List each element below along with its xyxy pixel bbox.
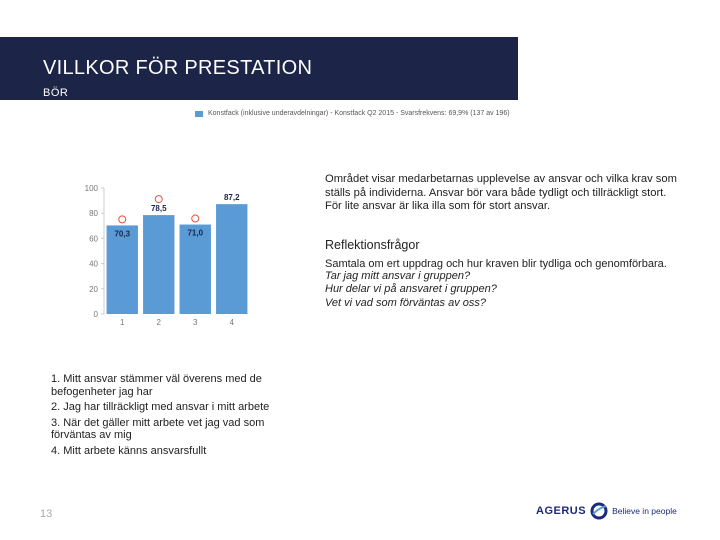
y-tick-label: 20	[89, 285, 98, 294]
data-label: 87,2	[224, 193, 240, 202]
area-description: Området visar medarbetarnas upplevelse a…	[325, 173, 677, 212]
reflection-title: Reflektionsfrågor	[325, 238, 420, 252]
page-title: VILLKOR FÖR PRESTATION	[43, 57, 313, 79]
y-tick-label: 0	[94, 310, 99, 319]
y-tick-label: 60	[89, 234, 98, 243]
agerus-logo: AGERUS Believe in people	[536, 502, 677, 520]
statement-item: 3. När det gäller mitt arbete vet jag va…	[51, 416, 265, 442]
bar	[106, 225, 138, 314]
statement-item: 4. Mitt arbete känns ansvarsfullt	[51, 444, 207, 457]
x-tick-label: 3	[193, 318, 198, 327]
statement-item: 1. Mitt ansvar stämmer väl överens med d…	[51, 373, 262, 398]
reflection-intro: Samtala om ert uppdrag och hur kraven bl…	[325, 258, 667, 270]
legend-label: Konstfack (inklusive underavdelningar) -…	[208, 110, 510, 117]
reflection-question: Hur delar vi på ansvaret i gruppen?	[325, 283, 497, 296]
marker-circle	[118, 215, 127, 224]
x-tick-label: 1	[120, 318, 125, 327]
data-label: 71,0	[187, 229, 203, 238]
marker-circle	[154, 195, 163, 204]
reflection-question: Tar jag mitt ansvar i gruppen?	[325, 270, 471, 283]
reflection-question: Vet vi vad som förväntas av oss?	[325, 296, 486, 309]
x-tick-label: 4	[230, 318, 235, 327]
legend-swatch	[195, 110, 203, 117]
marker-circle	[191, 214, 200, 223]
data-label: 78,5	[151, 204, 167, 213]
bar	[143, 215, 175, 314]
bar	[179, 224, 211, 314]
y-tick-label: 100	[85, 184, 99, 193]
header-banner: VILLKOR FÖR PRESTATION BÖR	[0, 37, 518, 100]
page-subtitle: BÖR	[43, 87, 69, 99]
bar-chart: 0 20 40 60 80 100 70,3 1 78,5 2 71,0 3 87,2 4	[85, 184, 248, 327]
y-tick-label: 40	[89, 260, 98, 269]
statement-item: 2. Jag har tillräckligt med ansvar i mit…	[51, 401, 270, 413]
logo-swoosh-icon	[590, 502, 608, 520]
reflection-body: Samtala om ert uppdrag och hur kraven bl…	[325, 258, 680, 310]
y-tick-label: 80	[89, 209, 98, 218]
bar	[216, 204, 248, 314]
logo-wordmark: AGERUS	[536, 505, 587, 517]
x-tick-label: 2	[157, 318, 162, 327]
logo-tagline: Believe in people	[612, 506, 677, 516]
data-label: 70,3	[114, 229, 130, 238]
chart-legend: Konstfack (inklusive underavdelningar) -…	[195, 110, 510, 117]
page-number: 13	[40, 508, 53, 520]
statement-list: 1. Mitt ansvar stämmer väl överens med d…	[51, 373, 306, 460]
